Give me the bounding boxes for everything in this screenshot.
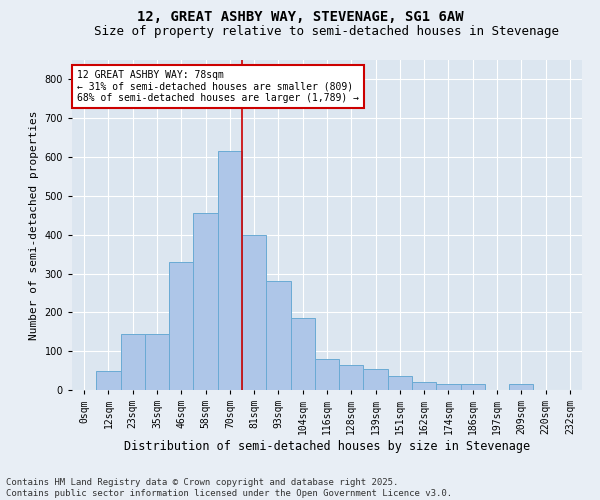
Bar [461, 384, 485, 390]
Bar [145, 334, 169, 390]
Bar [218, 151, 242, 390]
Bar [96, 370, 121, 390]
Bar [266, 282, 290, 390]
Bar [412, 382, 436, 390]
Bar [169, 262, 193, 390]
Bar [121, 334, 145, 390]
Bar [242, 234, 266, 390]
Bar [436, 384, 461, 390]
Bar [290, 318, 315, 390]
Text: 12, GREAT ASHBY WAY, STEVENAGE, SG1 6AW: 12, GREAT ASHBY WAY, STEVENAGE, SG1 6AW [137, 10, 463, 24]
Bar [315, 359, 339, 390]
Bar [509, 384, 533, 390]
Bar [193, 214, 218, 390]
Text: Contains HM Land Registry data © Crown copyright and database right 2025.
Contai: Contains HM Land Registry data © Crown c… [6, 478, 452, 498]
Text: 12 GREAT ASHBY WAY: 78sqm
← 31% of semi-detached houses are smaller (809)
68% of: 12 GREAT ASHBY WAY: 78sqm ← 31% of semi-… [77, 70, 359, 103]
Bar [364, 368, 388, 390]
Title: Size of property relative to semi-detached houses in Stevenage: Size of property relative to semi-detach… [95, 25, 560, 38]
Bar [388, 376, 412, 390]
Bar [339, 365, 364, 390]
X-axis label: Distribution of semi-detached houses by size in Stevenage: Distribution of semi-detached houses by … [124, 440, 530, 453]
Y-axis label: Number of semi-detached properties: Number of semi-detached properties [29, 110, 39, 340]
